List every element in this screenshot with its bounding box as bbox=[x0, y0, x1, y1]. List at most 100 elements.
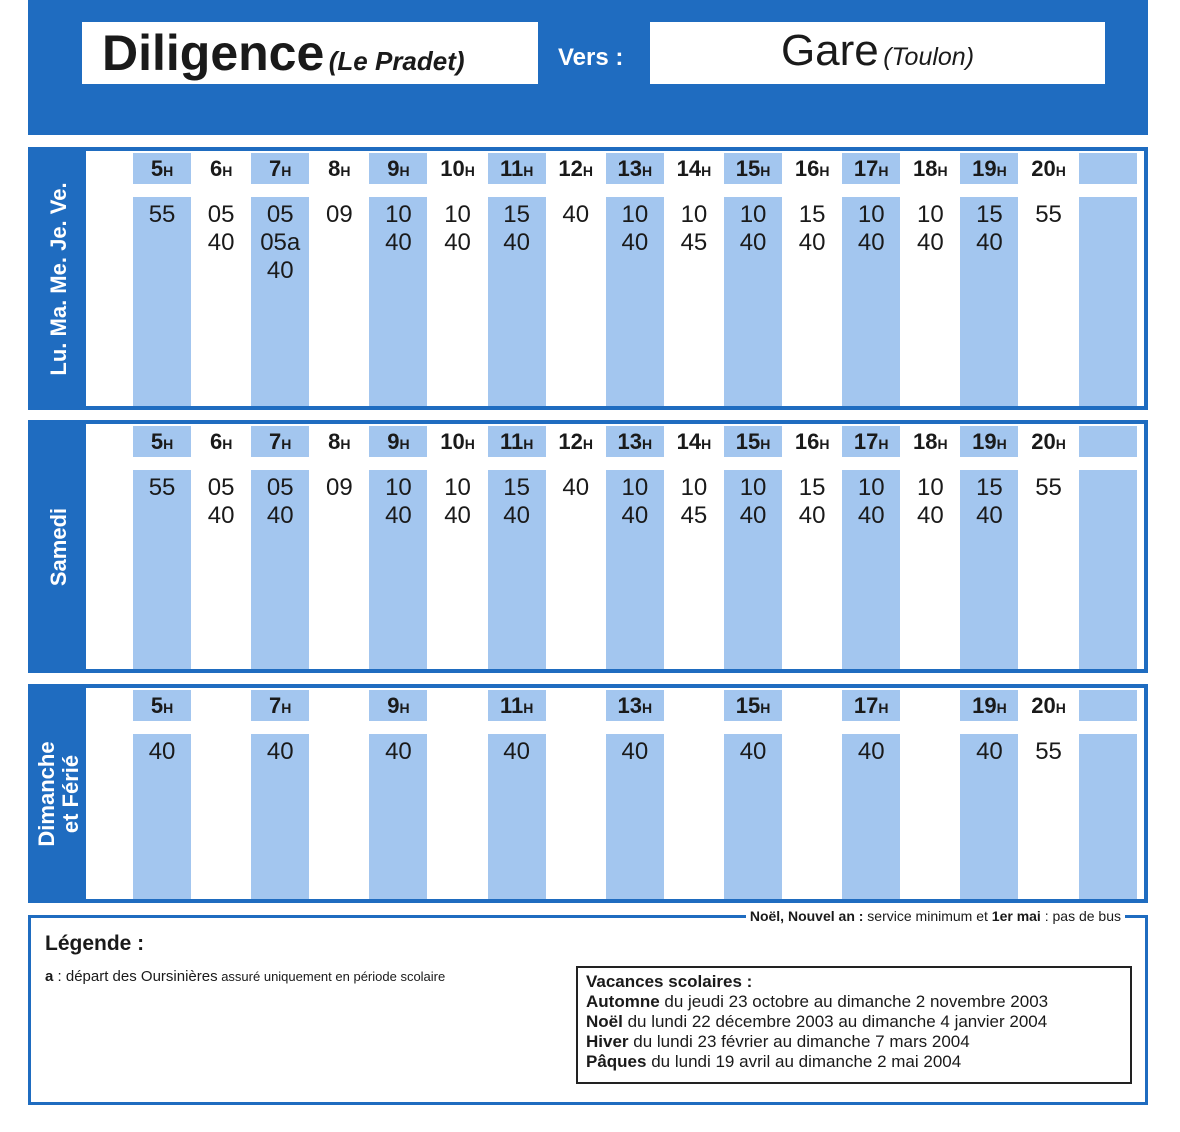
hour-cell: 12H bbox=[547, 426, 605, 457]
hour-cell: 11H bbox=[487, 426, 546, 457]
hour-cell: 8H bbox=[310, 153, 368, 184]
times-cell: 09 bbox=[310, 470, 368, 669]
times-cell: 05 40 bbox=[192, 197, 250, 406]
holidays-list: Automne du jeudi 23 octobre au dimanche … bbox=[586, 992, 1122, 1072]
hour: 14 bbox=[676, 156, 702, 181]
departure-time: 15 bbox=[798, 201, 826, 228]
hour-cell: 12H bbox=[547, 153, 605, 184]
to-label: Vers : bbox=[558, 44, 624, 71]
hour: 15 bbox=[735, 693, 761, 718]
origin: (Le Pradet) bbox=[328, 46, 465, 76]
times-cell bbox=[192, 734, 250, 899]
times-cell: 15 40 bbox=[960, 470, 1019, 669]
departure-time: 10 bbox=[621, 474, 649, 501]
hour: 13 bbox=[617, 693, 643, 718]
times-cell: 15 40 bbox=[487, 197, 546, 406]
notice-text: service minimum et bbox=[863, 908, 992, 924]
departure-time: 40 bbox=[444, 229, 471, 256]
times-cell: 55 bbox=[1020, 470, 1078, 669]
schedule-panel: Lu. Ma. Me. Je. Ve. 5H 55 6H 05 40 7H 05 05a 40 8H… bbox=[28, 147, 1148, 410]
departure-time: 45 bbox=[680, 502, 708, 529]
departure-time: 40 bbox=[621, 229, 649, 256]
title: Diligence bbox=[102, 25, 325, 81]
departure-time: 40 bbox=[503, 502, 530, 529]
departure-time: 40 bbox=[207, 229, 235, 256]
hour: 18 bbox=[913, 156, 938, 181]
departure-time: 55 bbox=[1035, 474, 1062, 501]
hour: 7 bbox=[269, 693, 282, 718]
departure-time: 40 bbox=[621, 738, 649, 765]
hour: 19 bbox=[972, 429, 997, 454]
times-cell: 05 40 bbox=[192, 470, 250, 669]
times-cell: 10 40 bbox=[369, 470, 428, 669]
departure-time: 55 bbox=[1035, 738, 1062, 765]
departure-time: 55 bbox=[1035, 201, 1062, 228]
hour-cell: 17H bbox=[842, 426, 901, 457]
departure-time: 15 bbox=[976, 474, 1003, 501]
times-cell bbox=[783, 734, 841, 899]
hour-cell: 6H bbox=[192, 153, 250, 184]
times-cell bbox=[665, 734, 723, 899]
departure-time: 15 bbox=[798, 474, 826, 501]
day-strip: Lu. Ma. Me. Je. Ve. bbox=[32, 151, 86, 406]
hour-unit: H bbox=[523, 700, 534, 716]
hour-cell: 19H bbox=[960, 153, 1019, 184]
times-cell: 40 bbox=[724, 734, 783, 899]
hour: 5 bbox=[150, 429, 164, 454]
hour: 12 bbox=[558, 429, 583, 454]
hour-unit: H bbox=[1055, 163, 1066, 179]
departure-time: 10 bbox=[621, 201, 649, 228]
departure-time: 40 bbox=[857, 229, 885, 256]
hour-unit: H bbox=[464, 436, 475, 452]
hour: 5 bbox=[150, 156, 164, 181]
schedule-panel: Dimanche et Férié 5H 40 7H 40 9H 40 11H 40 13H 40 1… bbox=[28, 684, 1148, 903]
hour-unit: H bbox=[878, 163, 889, 179]
hour-unit: H bbox=[878, 436, 889, 452]
hour-cell: 16H bbox=[783, 153, 841, 184]
hour: 18 bbox=[913, 429, 938, 454]
times-cell: 10 40 bbox=[842, 197, 901, 406]
day-label: Lu. Ma. Me. Je. Ve. bbox=[46, 181, 71, 376]
hour: 6 bbox=[209, 429, 223, 454]
departure-time: 40 bbox=[857, 738, 885, 765]
times-cell: 15 40 bbox=[783, 470, 841, 669]
holiday-row: Hiver du lundi 23 février au dimanche 7 … bbox=[586, 1032, 1122, 1052]
departure-time: 55 bbox=[148, 201, 176, 228]
times-cell: 10 40 bbox=[724, 470, 783, 669]
times-cell: 40 bbox=[960, 734, 1019, 899]
times-cell bbox=[901, 734, 959, 899]
legend-title: Légende : bbox=[45, 932, 145, 955]
times-cell: 10 40 bbox=[842, 470, 901, 669]
times-cell: 55 bbox=[1020, 197, 1078, 406]
hour: 5 bbox=[150, 693, 164, 718]
hour-unit: H bbox=[222, 436, 233, 452]
hour-unit: H bbox=[582, 163, 594, 179]
hour-cell: 5H bbox=[133, 426, 192, 457]
hour-cell: 18H bbox=[901, 153, 959, 184]
destination-note: (Toulon) bbox=[883, 43, 975, 71]
legend-key: a bbox=[45, 968, 54, 985]
hour-unit: H bbox=[996, 163, 1007, 179]
times-cell bbox=[547, 734, 605, 899]
hour-unit: H bbox=[523, 163, 534, 179]
hour-unit: H bbox=[523, 436, 534, 452]
day-label: Dimanche et Férié bbox=[34, 740, 83, 847]
departure-time: 40 bbox=[503, 229, 530, 256]
hour: 15 bbox=[735, 429, 761, 454]
hour-unit: H bbox=[760, 163, 771, 179]
times-cell: 10 40 bbox=[724, 197, 783, 406]
hour-unit: H bbox=[399, 163, 410, 179]
departure-time: 09 bbox=[325, 201, 353, 228]
holidays-box: Vacances scolaires : Automne du jeudi 23… bbox=[576, 966, 1132, 1084]
hour-cell: 11H bbox=[487, 153, 546, 184]
hour: 11 bbox=[499, 693, 524, 718]
holiday-dates: du lundi 19 avril au dimanche 2 mai 2004 bbox=[646, 1052, 962, 1071]
holidays-title: Vacances scolaires : bbox=[586, 972, 753, 991]
hour: 6 bbox=[209, 156, 223, 181]
departure-time: 40 bbox=[148, 738, 176, 765]
departure-time: 40 bbox=[916, 229, 944, 256]
departure-time: 10 bbox=[916, 201, 944, 228]
legend-box: Noël, Nouvel an : service minimum et 1er… bbox=[28, 908, 1148, 1105]
departure-time: 10 bbox=[857, 474, 885, 501]
times-cell: 10 40 bbox=[901, 470, 959, 669]
